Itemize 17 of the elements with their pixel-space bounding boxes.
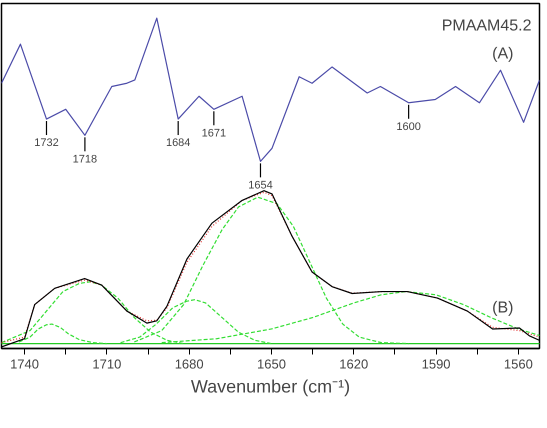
x-axis-title: Wavenumber (cm⁻¹)	[190, 376, 350, 396]
x-tick-label: 1710	[92, 356, 122, 372]
annotation: 1732	[34, 137, 59, 150]
x-tick-label: 1560	[504, 356, 533, 372]
annotation: 1684	[166, 137, 190, 150]
annotation: 1718	[72, 153, 98, 166]
x-tick-label: 1620	[339, 356, 368, 372]
annotation: (A)	[492, 46, 514, 62]
annotation: PMAAM45.2	[442, 18, 532, 34]
x-tick-label: 1650	[257, 356, 286, 372]
x-tick-label: 1590	[422, 356, 451, 372]
x-tick-label: 1740	[10, 356, 40, 372]
annotation: 1600	[396, 120, 421, 133]
x-tick-label: 1680	[174, 356, 204, 372]
annotation: 1671	[202, 127, 226, 140]
annotation: (B)	[492, 300, 514, 316]
annotation: 1654	[248, 179, 273, 192]
